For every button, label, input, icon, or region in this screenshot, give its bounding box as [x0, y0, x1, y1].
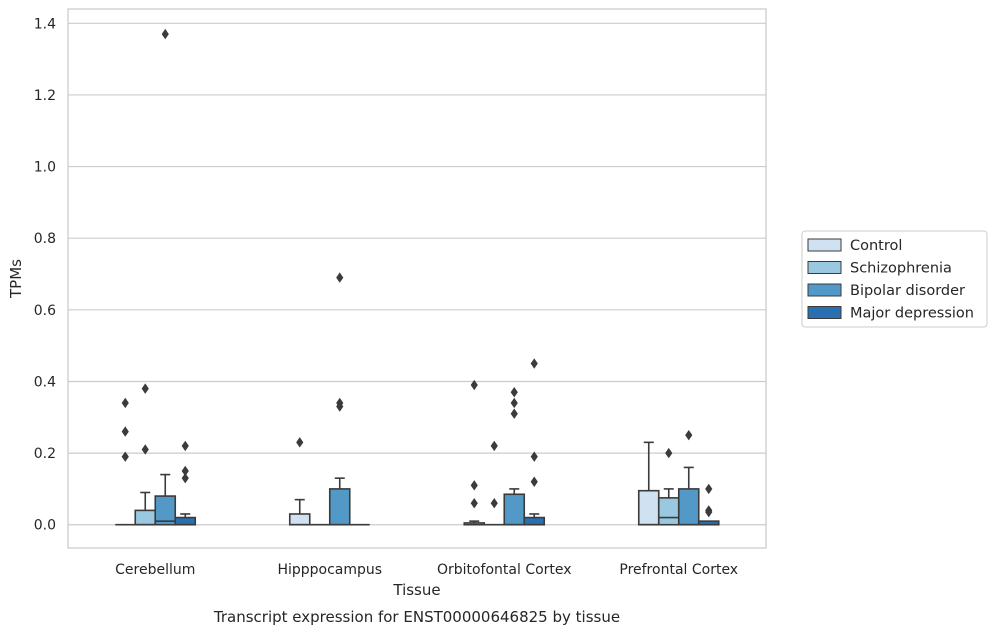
box-group	[637, 441, 660, 526]
outlier-point	[336, 272, 344, 283]
outlier-point	[181, 440, 189, 452]
y-tick-label: 0.8	[34, 231, 56, 247]
box-group	[503, 387, 526, 526]
legend-label: Schizophrenia	[850, 261, 952, 277]
box	[637, 489, 660, 526]
outlier-point	[705, 506, 713, 518]
box	[503, 493, 526, 526]
x-tick-labels: Cerebellum Hipppocampus Orbitofontal Corte…	[115, 562, 738, 578]
outlier-point	[141, 383, 149, 394]
gridlines	[68, 22, 766, 526]
box-group	[697, 483, 720, 526]
x-tick-label: Cerebellum	[115, 562, 195, 578]
legend-swatch	[807, 283, 842, 297]
chart-caption: Transcript expression for ENST0000064682…	[213, 608, 620, 626]
outlier-point	[530, 451, 538, 462]
legend-swatch	[807, 238, 842, 252]
box-group	[484, 440, 505, 526]
boxes	[115, 28, 720, 526]
legend-swatch	[807, 306, 842, 319]
legend-frame	[801, 230, 988, 328]
box	[134, 509, 157, 526]
outlier-point	[530, 358, 538, 369]
legend: Control Schizophrenia Bipolar disorder Majo…	[801, 230, 988, 328]
outlier-point	[510, 408, 518, 419]
outlier-point	[336, 401, 344, 412]
outlier-point	[665, 447, 673, 459]
outlier-point	[121, 397, 129, 409]
outlier-point	[490, 498, 498, 509]
y-tick-label: 1.0	[34, 160, 56, 176]
box	[328, 488, 351, 526]
y-tick-labels: 0.0 0.2 0.4 0.6 0.8 1.0 1.2 1.4	[34, 16, 56, 533]
box-group	[174, 440, 197, 526]
outlier-point	[181, 472, 189, 484]
y-tick-label: 0.2	[34, 446, 56, 462]
outlier-point	[121, 426, 129, 437]
box-group	[657, 447, 680, 526]
legend-label: Bipolar disorder	[850, 283, 965, 299]
box-group	[523, 358, 546, 526]
outlier-point	[121, 451, 129, 462]
x-tick-label: Hipppocampus	[277, 562, 382, 578]
box	[677, 488, 700, 526]
outlier-point	[470, 480, 478, 491]
box-group	[463, 379, 486, 526]
legend-swatch	[807, 261, 842, 274]
outlier-point	[470, 498, 478, 509]
box-group	[328, 272, 351, 526]
box	[288, 513, 311, 526]
outlier-point	[705, 483, 713, 495]
y-tick-label: 0.4	[34, 374, 56, 390]
box-group	[154, 28, 177, 526]
box-group	[288, 437, 311, 526]
x-tick-label: Prefrontal Cortex	[619, 562, 738, 578]
box-group	[134, 383, 157, 526]
y-tick-label: 1.4	[34, 16, 56, 32]
y-axis-label: TPMs	[7, 259, 25, 299]
x-tick-label: Orbitofontal Cortex	[437, 562, 572, 578]
outlier-point	[181, 465, 189, 477]
outlier-point	[141, 444, 149, 455]
plot-frame	[67, 8, 767, 549]
outlier-point	[470, 379, 478, 391]
outlier-point	[510, 397, 518, 409]
y-tick-label: 0.0	[34, 518, 56, 534]
outlier-point	[296, 437, 304, 448]
outlier-point	[490, 440, 498, 452]
y-tick-label: 1.2	[34, 88, 56, 104]
y-tick-label: 0.6	[34, 303, 56, 319]
legend-label: Major depression	[850, 306, 974, 322]
outlier-point	[510, 387, 518, 398]
outlier-point	[685, 429, 693, 441]
x-axis-label: Tissue	[392, 581, 440, 599]
box	[174, 516, 197, 526]
outlier-point	[161, 28, 169, 40]
box-group	[677, 429, 700, 526]
box	[523, 516, 546, 526]
box-group	[115, 397, 136, 526]
outlier-point	[530, 476, 538, 487]
legend-label: Control	[850, 238, 902, 254]
box	[657, 497, 680, 526]
